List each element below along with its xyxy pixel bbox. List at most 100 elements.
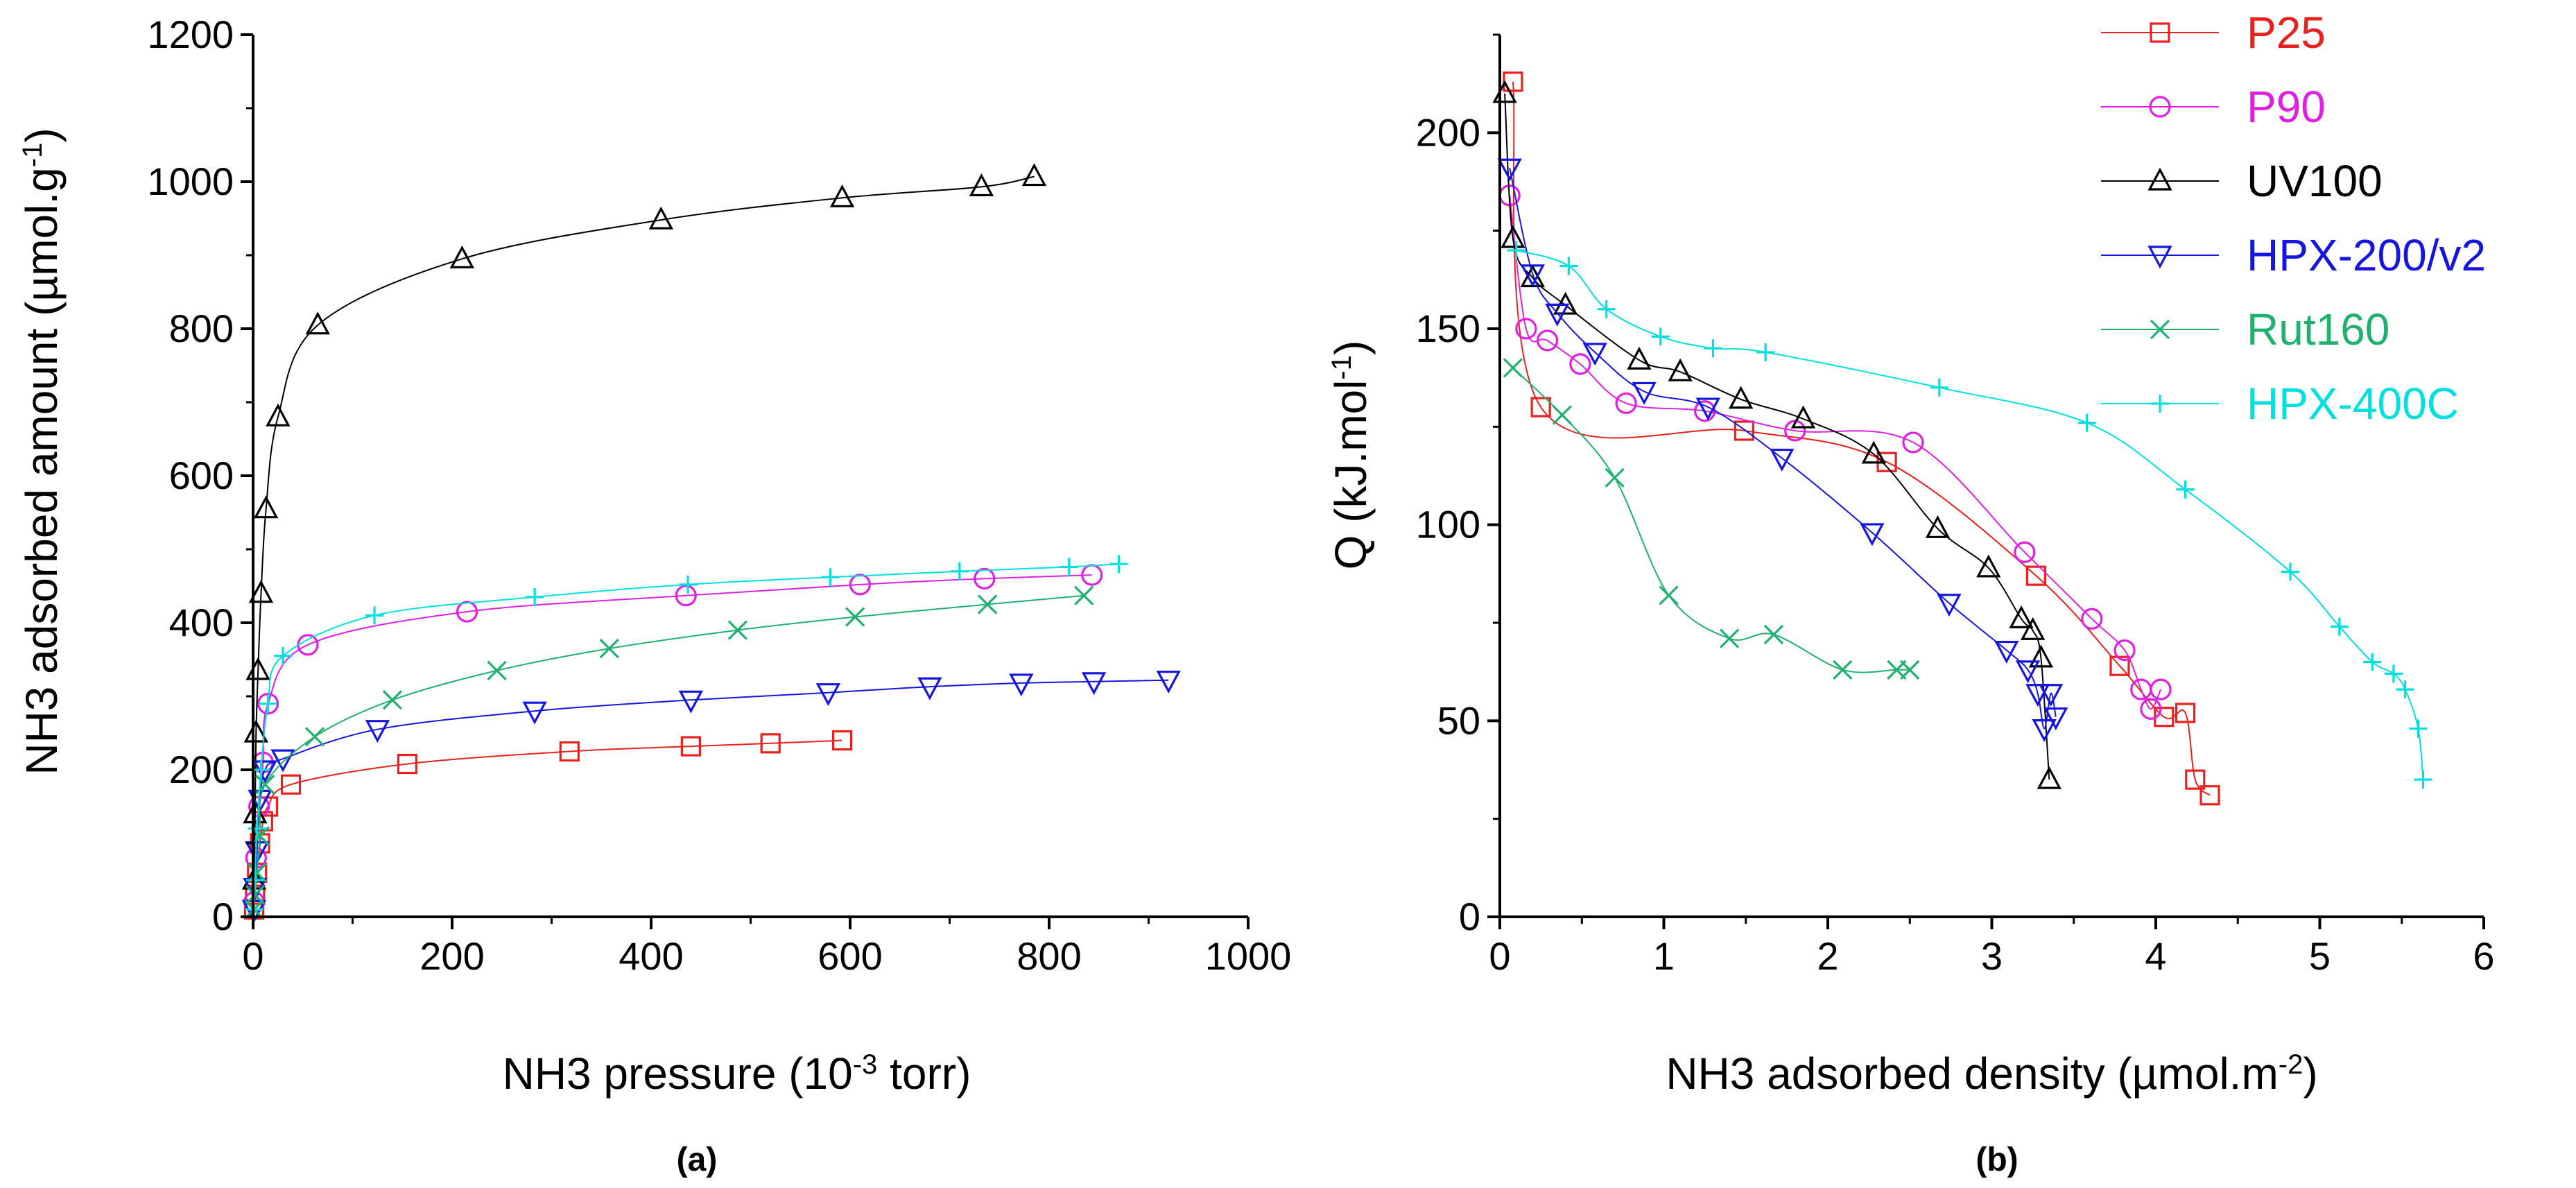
data-point-rut160 (727, 620, 747, 640)
data-point-hpx-400c (526, 587, 544, 606)
panel-a-isotherms: 0 200 400 600 800 1000 0 200 400 600 800 1000 1200 NH… (17, 12, 1291, 1178)
data-point-p25 (2199, 785, 2220, 806)
data-point-hpx-200-v2 (1009, 673, 1034, 697)
data-point-hpx-400c (1756, 343, 1775, 361)
data-point-hpx-400c (950, 562, 969, 580)
legend-label-hpx-200-v2: HPX-200/v2 (2247, 230, 2486, 280)
panel-b-adsorption-heat: 0 1 2 3 4 5 6 0 50 100 150 200 NH3 adsorbed density … (1326, 8, 2495, 1178)
y-tick-label: 200 (169, 748, 234, 791)
data-point-p90 (2014, 541, 2036, 563)
x-tick-label: 400 (619, 934, 683, 978)
data-point-p25 (2185, 769, 2206, 790)
data-point-uv100 (1925, 515, 1951, 538)
x-axis-title: NH3 pressure (10-3 torr) (503, 1049, 971, 1099)
data-point-rut160 (1074, 585, 1094, 605)
x-tick-label: 5 (2309, 934, 2331, 978)
data-point-p25 (760, 733, 781, 754)
data-point-p90 (675, 585, 697, 607)
data-point-p25 (831, 730, 853, 751)
data-point-hpx-200-v2 (678, 690, 704, 714)
data-point-uv100 (1668, 358, 1693, 381)
data-point-uv100 (1790, 405, 1816, 429)
data-point-p90 (1515, 318, 1537, 340)
data-point-rut160 (487, 660, 507, 681)
series-p90 (1498, 184, 2172, 720)
data-point-p25 (1530, 397, 1551, 417)
x-tick-label: 4 (2145, 934, 2166, 978)
data-point-p90 (2081, 608, 2103, 630)
data-point-rut160 (1763, 624, 1784, 645)
x-tick-label: 800 (1017, 934, 1081, 978)
data-point-uv100 (829, 184, 855, 207)
data-point-hpx-200-v2 (1770, 448, 1795, 472)
data-point-hpx-400c (1060, 558, 1078, 576)
data-point-hpx-200-v2 (252, 760, 277, 784)
series-line-p25 (1512, 81, 2211, 796)
data-point-uv100 (1501, 225, 1525, 248)
data-point-hpx-200-v2 (1695, 397, 1721, 421)
series-p25 (243, 730, 853, 920)
y-tick-label: 50 (1437, 698, 1480, 742)
data-point-rut160 (977, 594, 998, 614)
data-point-rut160 (1503, 358, 1523, 378)
series-p90 (243, 564, 1103, 913)
data-point-hpx-400c (274, 646, 293, 665)
data-point-hpx-200-v2 (1520, 264, 1545, 288)
data-point-hpx-200-v2 (2025, 684, 2050, 707)
data-point-uv100 (253, 495, 279, 519)
data-point-hpx-400c (1597, 300, 1616, 318)
legend-marker-uv100 (2147, 167, 2172, 191)
data-point-hpx-200-v2 (2043, 707, 2068, 731)
data-point-p25 (2109, 655, 2130, 676)
data-point-hpx-200-v2 (1632, 381, 1657, 405)
series-rut160 (244, 585, 1094, 920)
data-point-hpx-200-v2 (1582, 343, 1607, 366)
data-point-rut160 (382, 690, 403, 710)
series-line-uv100 (1504, 93, 2050, 780)
data-point-rut160 (1552, 405, 1573, 425)
data-point-hpx-400c (1651, 327, 1670, 346)
y-tick-label: 150 (1416, 307, 1480, 350)
data-point-uv100 (243, 719, 268, 743)
data-point-rut160 (1605, 467, 1625, 488)
series-line-uv100 (253, 175, 1035, 881)
x-tick-label: 0 (1489, 934, 1510, 978)
legend-label-p25: P25 (2247, 8, 2326, 58)
data-point-p25 (680, 736, 702, 757)
data-point-hpx-400c (2396, 680, 2414, 699)
data-point-hpx-200-v2 (917, 677, 942, 700)
data-point-p90 (974, 567, 996, 590)
data-point-uv100 (969, 173, 994, 197)
data-point-hpx-400c (2330, 617, 2349, 636)
data-point-rut160 (304, 727, 325, 747)
data-point-hpx-400c (1930, 378, 1948, 397)
series-line-p25 (253, 739, 842, 910)
data-point-uv100 (1627, 346, 1652, 370)
y-tick-label: 0 (212, 895, 234, 938)
data-point-rut160 (1833, 660, 1853, 680)
data-point-hpx-200-v2 (815, 683, 841, 707)
data-point-uv100 (2037, 766, 2061, 789)
data-point-hpx-200-v2 (270, 749, 295, 773)
y-tick-label: 200 (1416, 110, 1480, 154)
data-point-rut160 (1900, 660, 1920, 680)
data-point-uv100 (1861, 440, 1886, 464)
data-point-hpx-200-v2 (1497, 158, 1522, 182)
data-point-p90 (456, 601, 478, 623)
data-point-hpx-200-v2 (1545, 303, 1570, 327)
x-tick-label: 2 (1817, 934, 1838, 978)
data-point-hpx-200-v2 (1081, 672, 1107, 696)
x-axis-title: NH3 adsorbed density (µmol.m-2) (1666, 1049, 2317, 1099)
panel-label: (a) (677, 1142, 718, 1178)
y-tick-label: 1000 (147, 160, 234, 203)
series-uv100 (241, 163, 1047, 890)
data-point-hpx-400c (365, 606, 384, 625)
data-point-hpx-200-v2 (2015, 660, 2041, 684)
data-point-hpx-200-v2 (365, 720, 390, 743)
data-point-hpx-400c (2281, 562, 2299, 581)
data-point-hpx-400c (259, 694, 277, 713)
x-tick-label: 0 (242, 934, 263, 978)
data-point-hpx-400c (1704, 339, 1722, 358)
series-p25 (1503, 71, 2220, 806)
x-tick-label: 200 (420, 934, 484, 978)
